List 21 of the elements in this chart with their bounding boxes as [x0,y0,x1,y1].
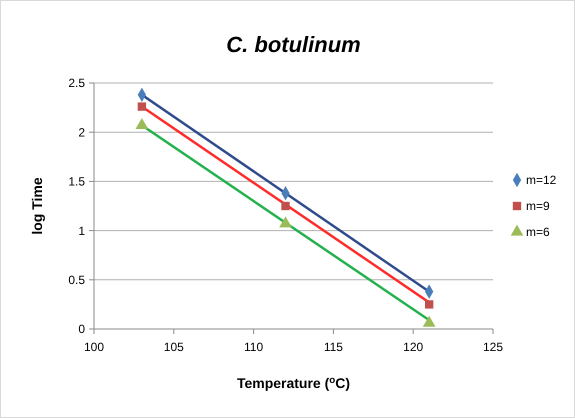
y-tick-label: 1 [78,224,86,238]
y-tick-label: 2.5 [68,76,86,90]
y-tick-label: 1.5 [68,174,86,189]
y-tick-label: 0 [78,322,86,336]
x-tick-label: 100 [84,340,104,354]
point [424,300,434,309]
point [281,202,290,210]
x-tick-label: 125 [482,340,504,354]
x-axis-title: Temperature ($^{o}$C) [236,374,350,391]
legend-label: m=9 [526,199,550,214]
legend-label: m=12 [526,173,557,188]
chart-title: C. botulinum [226,32,361,57]
y-axis-title: log Time [29,177,45,235]
y-tick-label: 2 [78,125,86,140]
x-tick-label: 105 [164,340,184,354]
x-tick-label: 115 [324,340,344,354]
legend-label: m=6 [526,225,550,240]
x-tick-label: 120 [403,340,424,354]
y-tick-label: 0.5 [68,273,86,287]
point [138,102,146,111]
x-tick-label: 110 [244,340,264,354]
